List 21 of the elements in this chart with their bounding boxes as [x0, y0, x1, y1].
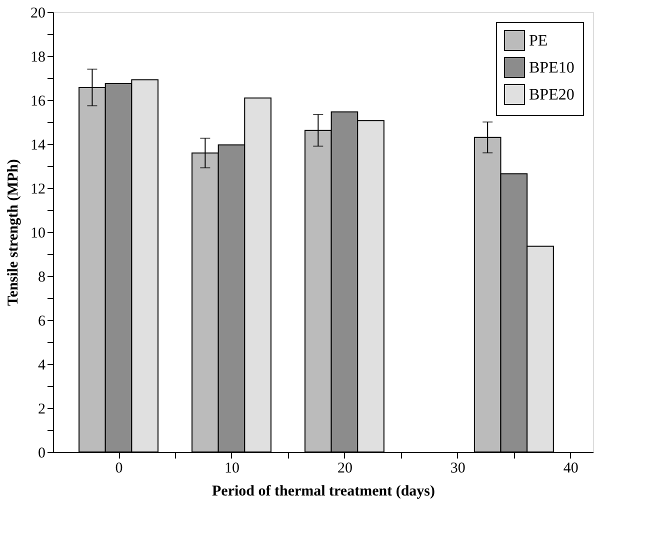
x-tick-label: 0 — [115, 460, 123, 476]
y-tick-label: 18 — [30, 50, 46, 66]
y-tick-label: 10 — [30, 226, 46, 242]
y-tick-label: 16 — [30, 94, 46, 110]
legend-label: BPE20 — [529, 86, 574, 104]
y-axis-title: Tensile strength (MPh) — [6, 159, 22, 306]
y-tick-label: 8 — [38, 270, 46, 286]
legend-label: PE — [529, 32, 548, 50]
y-tick-label: 20 — [30, 6, 46, 22]
y-tick-label: 0 — [38, 446, 46, 462]
x-tick-label: 20 — [337, 460, 352, 476]
x-tick-label: 30 — [450, 460, 466, 476]
x-axis-title: Period of thermal treatment (days) — [212, 484, 435, 500]
x-tick-label: 40 — [563, 460, 578, 476]
y-tick-label: 2 — [38, 402, 46, 418]
x-tick-label: 10 — [224, 460, 240, 476]
y-tick-label: 4 — [38, 358, 46, 374]
y-tick-label: 12 — [30, 182, 46, 198]
y-tick-label: 6 — [38, 314, 46, 330]
legend-label: BPE10 — [529, 60, 574, 76]
y-tick-label: 14 — [30, 138, 46, 154]
